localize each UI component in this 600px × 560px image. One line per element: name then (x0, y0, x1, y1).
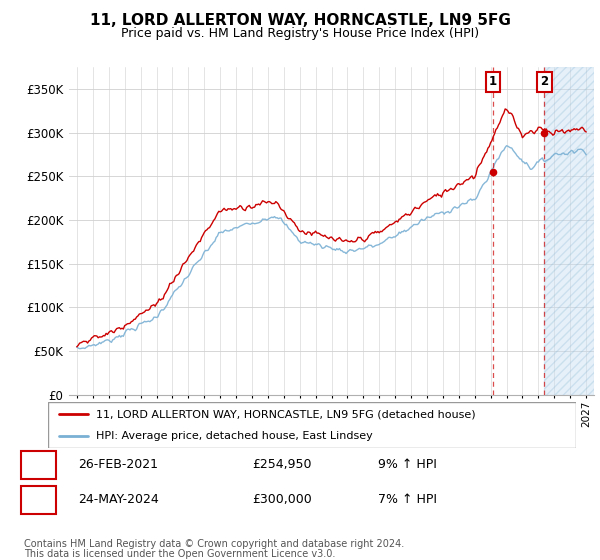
Text: £300,000: £300,000 (252, 493, 312, 506)
Bar (544, 67, 594, 395)
Text: 11, LORD ALLERTON WAY, HORNCASTLE, LN9 5FG (detached house): 11, LORD ALLERTON WAY, HORNCASTLE, LN9 5… (95, 409, 475, 419)
Point (539, 128, 549, 137)
Text: 2: 2 (34, 493, 43, 506)
Text: 7% ↑ HPI: 7% ↑ HPI (378, 493, 437, 506)
Text: Price paid vs. HM Land Registry's House Price Index (HPI): Price paid vs. HM Land Registry's House … (121, 27, 479, 40)
Text: 1: 1 (34, 458, 43, 472)
Text: 2: 2 (541, 76, 548, 88)
Text: 11, LORD ALLERTON WAY, HORNCASTLE, LN9 5FG: 11, LORD ALLERTON WAY, HORNCASTLE, LN9 5… (89, 13, 511, 29)
Text: Contains HM Land Registry data © Crown copyright and database right 2024.: Contains HM Land Registry data © Crown c… (24, 539, 404, 549)
Text: HPI: Average price, detached house, East Lindsey: HPI: Average price, detached house, East… (95, 431, 372, 441)
Text: £254,950: £254,950 (252, 458, 311, 472)
Point (488, 167, 498, 176)
Text: 9% ↑ HPI: 9% ↑ HPI (378, 458, 437, 472)
Text: 1: 1 (489, 76, 497, 88)
Bar (544, 67, 594, 395)
Text: 24-MAY-2024: 24-MAY-2024 (78, 493, 159, 506)
Text: 26-FEB-2021: 26-FEB-2021 (78, 458, 158, 472)
Text: This data is licensed under the Open Government Licence v3.0.: This data is licensed under the Open Gov… (24, 549, 335, 559)
